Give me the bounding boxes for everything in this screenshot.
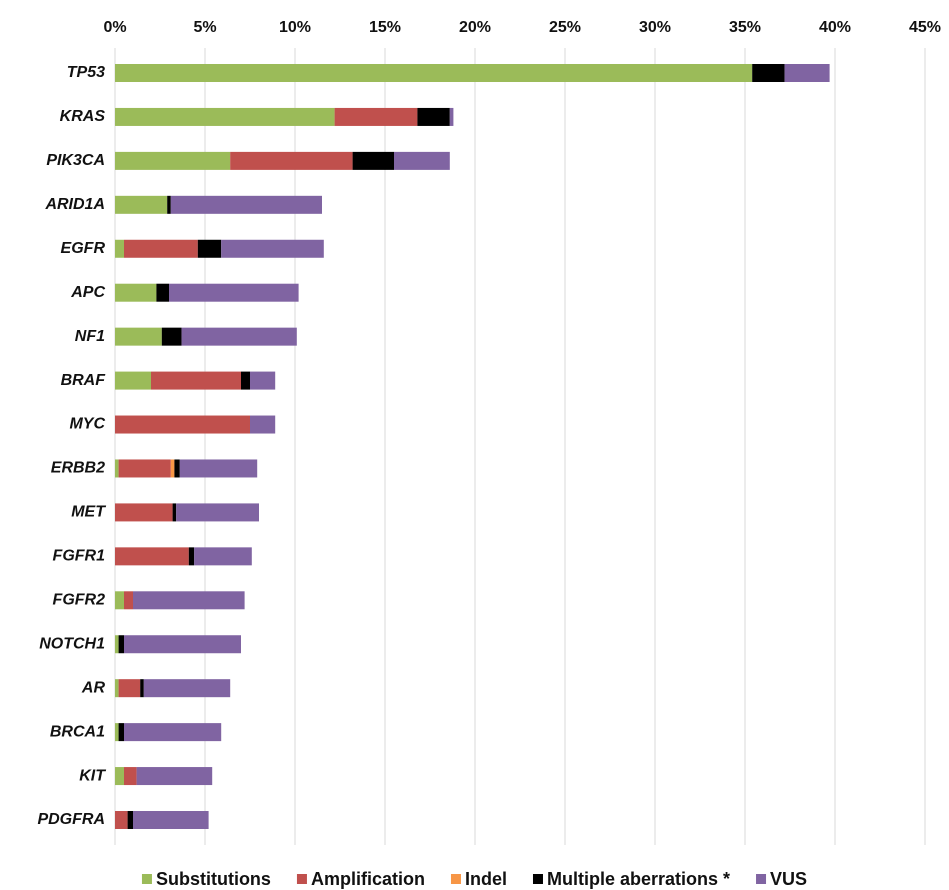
y-tick-label: AR <box>81 679 106 696</box>
bar-segment <box>124 723 222 742</box>
bar-segment <box>115 327 162 346</box>
y-tick-label: APC <box>70 284 105 301</box>
y-tick-label: KIT <box>79 767 106 784</box>
bar-segment <box>394 151 450 170</box>
y-tick-label: MYC <box>69 416 105 433</box>
y-tick-label: EGFR <box>61 240 106 257</box>
bar-segment <box>115 547 189 566</box>
bar-segment <box>174 459 180 478</box>
legend-swatch <box>756 874 767 884</box>
y-tick-label: ARID1A <box>44 196 105 213</box>
bar-segment <box>250 415 276 434</box>
bar-segment <box>176 503 259 522</box>
y-tick-label: PDGFRA <box>37 811 105 828</box>
bar-segment <box>417 107 450 126</box>
y-tick-label: MET <box>71 504 106 521</box>
x-tick-label: 35% <box>729 19 761 36</box>
legend-label: Indel <box>465 869 507 889</box>
x-tick-label: 20% <box>459 19 491 36</box>
x-tick-label: 25% <box>549 19 581 36</box>
bar-segment <box>188 547 195 566</box>
bar-segment <box>115 811 128 829</box>
bar-segment <box>118 679 141 698</box>
bar-segment <box>197 239 222 258</box>
y-tick-label: NOTCH1 <box>39 635 105 652</box>
legend-swatch <box>532 874 543 884</box>
bar-segment <box>118 723 124 742</box>
bar-segment <box>133 591 245 610</box>
bar-segment <box>115 459 119 478</box>
x-tick-label: 5% <box>193 19 216 36</box>
legend-swatch <box>296 874 307 884</box>
legend-label: Amplification <box>311 869 425 889</box>
bar-segment <box>334 107 418 126</box>
bar-segment <box>784 64 830 82</box>
y-tick-label: BRCA1 <box>50 723 105 740</box>
legend-swatch <box>141 874 152 884</box>
bar-segment <box>115 151 231 170</box>
bar-segment <box>156 283 169 302</box>
bar-segment <box>170 195 322 214</box>
bar-segment <box>179 459 258 478</box>
y-tick-label: BRAF <box>61 372 107 389</box>
y-tick-label: PIK3CA <box>46 152 105 169</box>
legend-label: Multiple aberrations * <box>547 869 730 889</box>
bar-segment <box>449 107 454 126</box>
x-tick-label: 10% <box>279 19 311 36</box>
x-tick-label: 0% <box>103 19 126 36</box>
bar-segment <box>115 767 124 786</box>
y-tick-label: KRAS <box>60 108 106 125</box>
legend-label: VUS <box>770 869 807 889</box>
bar-segment <box>115 107 335 126</box>
bar-segment <box>151 371 241 390</box>
bar-segment <box>143 679 231 698</box>
y-tick-label: FGFR2 <box>53 592 106 609</box>
bar-segment <box>133 811 209 829</box>
y-tick-label: ERBB2 <box>51 460 105 477</box>
bar-segment <box>115 635 119 654</box>
bar-segment <box>181 327 297 346</box>
bar-segment <box>250 371 276 390</box>
bar-segment <box>118 635 124 654</box>
bar-segment <box>194 547 252 566</box>
bar-segment <box>124 767 137 786</box>
bar-segment <box>169 283 299 302</box>
bar-segment <box>167 195 171 214</box>
bar-segment <box>115 371 151 390</box>
bar-segment <box>161 327 182 346</box>
x-tick-label: 30% <box>639 19 671 36</box>
bar-segment <box>118 459 171 478</box>
y-tick-label: FGFR1 <box>53 548 106 565</box>
bar-segment <box>115 723 119 742</box>
bar-segment <box>127 811 133 829</box>
bar-segment <box>115 195 168 214</box>
bar-segment <box>115 679 119 698</box>
x-tick-label: 15% <box>369 19 401 36</box>
bar-segment <box>115 503 173 522</box>
y-tick-label: NF1 <box>75 328 105 345</box>
bar-segment <box>115 239 124 258</box>
x-tick-label: 40% <box>819 19 851 36</box>
bar-segment <box>752 64 785 82</box>
bar-segment <box>115 415 250 434</box>
legend-label: Substitutions <box>156 869 271 889</box>
bar-segment <box>140 679 144 698</box>
bar-segment <box>124 591 133 610</box>
bar-segment <box>170 459 175 478</box>
bar-segment <box>172 503 177 522</box>
bar-segment <box>352 151 394 170</box>
x-tick-label: 45% <box>909 19 941 36</box>
bar-segment <box>124 239 198 258</box>
bar-segment <box>241 371 250 390</box>
y-tick-label: TP53 <box>67 64 105 81</box>
bar-segment <box>136 767 213 786</box>
bar-segment <box>221 239 324 258</box>
legend-swatch <box>450 874 461 884</box>
bar-segment <box>115 283 157 302</box>
bar-segment <box>115 64 753 82</box>
bar-segment <box>230 151 353 170</box>
bar-segment <box>124 635 241 654</box>
bar-segment <box>115 591 124 610</box>
